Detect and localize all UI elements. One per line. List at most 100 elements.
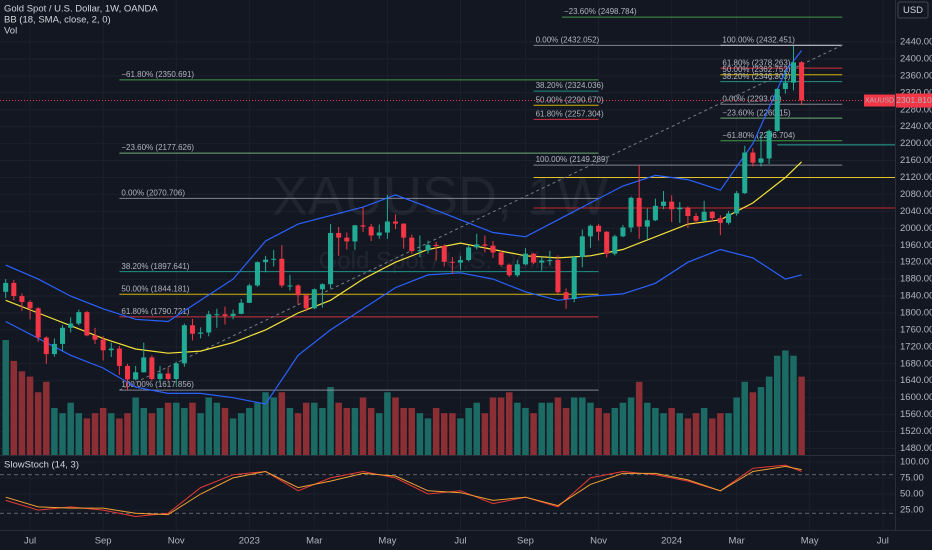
y-tick-label: 1720.00 (900, 341, 932, 352)
y-tick-label: 1480.00 (900, 443, 932, 454)
candle-body (425, 244, 431, 251)
volume-bar (765, 376, 773, 455)
candle-body (604, 231, 610, 254)
y-tick-label: 2080.00 (900, 189, 932, 200)
stoch-tick-label: 75.00 (900, 472, 924, 483)
price-tag-label: 2301.810 (896, 95, 932, 105)
volume-bar (619, 402, 627, 455)
volume-bar (83, 418, 91, 455)
volume-bar (562, 407, 570, 455)
candle-body (693, 216, 699, 221)
y-tick-label: 2200.00 (900, 138, 932, 149)
candle-body (76, 312, 82, 324)
volume-bar (246, 407, 253, 455)
volume-bar (213, 402, 221, 455)
y-tick-label: 1600.00 (900, 392, 932, 403)
watermark-name: Gold Spot / U.S. Dollar (319, 247, 562, 274)
currency-box[interactable] (897, 1, 929, 19)
volume-legend: Vol (4, 26, 17, 37)
y-tick-label: 2320.00 (900, 87, 932, 98)
volume-bar (587, 402, 594, 455)
candle-body (401, 223, 407, 238)
symbol-tag-label: XAUUSD (865, 97, 894, 104)
stoch-line (5, 464, 802, 518)
candle-body (490, 245, 496, 253)
volume-bar (773, 355, 781, 455)
candle-body (466, 247, 472, 261)
fib-label: −23.60% (2260.15) (722, 108, 791, 117)
candle-body (100, 339, 106, 351)
candle-body (531, 253, 537, 263)
candle-body (563, 292, 569, 300)
candle-body (677, 207, 683, 210)
y-tick-label: 1640.00 (900, 375, 932, 386)
volume-bar (660, 413, 667, 455)
volume-bar (270, 397, 277, 455)
candle-body (328, 232, 334, 285)
volume-bar (197, 413, 204, 455)
volume-bar (91, 413, 99, 455)
volume-bar (603, 413, 610, 455)
candle-body (539, 260, 545, 263)
volume-bar (449, 413, 456, 455)
x-tick-label: Nov (590, 536, 607, 547)
candle-body (344, 237, 350, 242)
candle-body (198, 332, 204, 334)
candle-body (19, 296, 25, 302)
candle-body (750, 152, 756, 163)
candle-body (157, 373, 163, 380)
volume-bar (367, 407, 375, 455)
stoch-legend: SlowStoch (14, 3) (4, 460, 79, 471)
fib-label: 61.80% (1790.721) (121, 307, 189, 316)
candle-body (27, 301, 33, 309)
candle-body (417, 250, 423, 252)
fib-label: −61.80% (2206.704) (722, 131, 795, 140)
volume-bar (34, 392, 42, 455)
volume-bar (709, 418, 716, 455)
volume-bar (302, 402, 310, 455)
volume-bar (294, 413, 302, 455)
volume-bar (538, 402, 545, 455)
candle-body (311, 289, 317, 309)
candle-body (238, 302, 244, 314)
volume-bar (181, 407, 188, 455)
volume-bar (554, 397, 562, 455)
volume-bar (514, 402, 521, 455)
volume-bar (644, 402, 651, 455)
candle-body (92, 335, 98, 340)
y-tick-label: 2440.00 (900, 37, 932, 48)
candle-body (149, 357, 155, 380)
candle-body (246, 285, 252, 303)
candle-body (571, 257, 577, 300)
candle-body (514, 264, 520, 276)
candle-body (685, 207, 691, 217)
candle-body (555, 260, 561, 293)
candle-body (661, 201, 667, 206)
candle-body (547, 260, 553, 262)
x-tick-label: May (378, 536, 396, 547)
candle-body (652, 205, 658, 221)
candle-body (189, 325, 195, 334)
y-tick-label: 1760.00 (900, 324, 932, 335)
fib-label: 50.00% (2362.752) (722, 65, 790, 74)
volume-bar (700, 407, 708, 455)
volume-bar (2, 340, 9, 455)
volume-bar (156, 407, 164, 455)
volume-bar (441, 413, 448, 455)
candle-body (287, 285, 293, 287)
candle-body (644, 220, 650, 227)
axis-layer: 1480.00 1520.00 1560.00 1600.00 1640.00 1680.… (24, 37, 932, 547)
volume-bar (286, 407, 294, 455)
volume-bar (481, 413, 489, 455)
volume-bar (668, 407, 675, 455)
y-tick-label: 1960.00 (900, 240, 932, 251)
x-tick-label: 2024 (661, 536, 682, 547)
candle-body (254, 262, 260, 286)
fib-label: 0.00% (2293.05) (722, 94, 781, 103)
candle-body (596, 225, 602, 232)
volume-bar (465, 407, 472, 455)
candle-body (35, 308, 41, 338)
y-tick-label: 2040.00 (900, 206, 932, 217)
